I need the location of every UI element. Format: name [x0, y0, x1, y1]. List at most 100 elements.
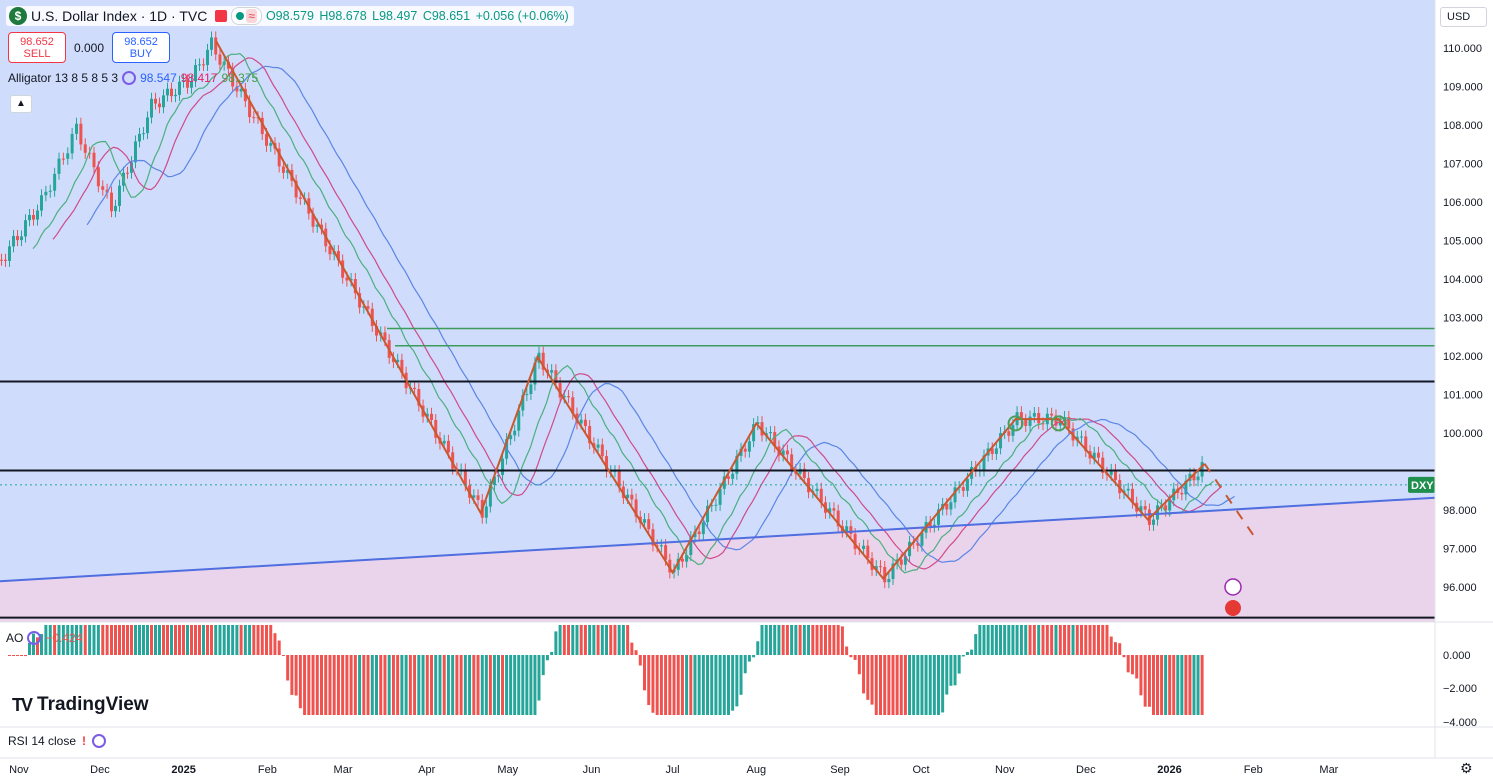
ao-bar: [592, 625, 596, 655]
candle-body: [668, 559, 672, 573]
candle-body: [214, 37, 218, 55]
candle-body: [383, 332, 387, 341]
ao-bar: [294, 655, 298, 696]
candle-body: [558, 383, 562, 398]
upper-zone-fill: [0, 0, 1435, 582]
wave-icon: ≈: [246, 9, 257, 23]
candle-body: [1058, 421, 1062, 426]
candle-body: [170, 88, 173, 97]
candle-body: [294, 180, 298, 198]
candle-body: [664, 545, 668, 560]
ao-bar: [122, 625, 125, 655]
ao-bar: [874, 655, 878, 715]
trade-buttons: 98.652 SELL 0.000 98.652 BUY: [8, 32, 171, 63]
flag-icon[interactable]: [215, 10, 228, 22]
candle-body: [472, 495, 476, 498]
ao-bar: [1188, 655, 1192, 715]
ao-bar: [496, 655, 500, 715]
ao-bar: [134, 625, 137, 655]
candle-body: [974, 466, 978, 471]
rsi-settings-icon[interactable]: [92, 734, 107, 748]
market-status-pill[interactable]: ≈: [231, 7, 262, 25]
time-tick: Nov: [995, 764, 1015, 776]
ao-bar: [545, 655, 549, 661]
ao-bar: [379, 655, 383, 715]
candle-body: [949, 502, 953, 510]
ohlc-change: +0.056 (+0.06%): [475, 9, 569, 23]
currency-selector[interactable]: USD: [1440, 7, 1487, 27]
candle-body: [513, 430, 517, 436]
candle-body: [965, 478, 969, 491]
ao-bar: [105, 625, 109, 655]
price-tick: 108.000: [1443, 120, 1483, 132]
candle-body: [134, 141, 137, 163]
collapse-legend-button[interactable]: ▲: [10, 95, 32, 113]
ao-bar: [828, 625, 832, 655]
ao-bar: [1003, 625, 1007, 655]
candle-body: [899, 559, 903, 565]
symbol-tag: [1408, 476, 1435, 493]
candle-body: [57, 158, 61, 174]
candle-body: [1180, 492, 1184, 495]
rsi-legend[interactable]: RSI 14 close !: [8, 734, 107, 748]
ao-bar: [1063, 625, 1067, 655]
ao-bar: [178, 625, 181, 655]
alligator-legend[interactable]: Alligator 13 8 5 8 5 3 98.547 98.417 98.…: [8, 71, 258, 85]
candle-body: [40, 195, 43, 211]
indicator-settings-icon[interactable]: [122, 71, 137, 85]
candle-body: [807, 478, 811, 493]
time-tick: Oct: [912, 764, 929, 776]
ao-bar: [961, 655, 965, 657]
sell-button[interactable]: 98.652 SELL: [8, 32, 66, 63]
ao-bar: [726, 655, 730, 715]
ao-bar: [908, 655, 912, 715]
ao-bar: [840, 626, 844, 655]
ao-bar: [815, 625, 819, 655]
candle-body: [521, 395, 525, 411]
price-tick: 107.000: [1443, 159, 1483, 171]
ao-bar: [210, 625, 213, 655]
candle-body: [781, 450, 785, 456]
candle-body: [685, 555, 689, 562]
ao-legend[interactable]: AO −0.424: [6, 631, 82, 645]
candle-body: [579, 419, 583, 424]
candle-body: [174, 94, 177, 97]
candle-body: [1143, 506, 1147, 510]
price-tick: 96.000: [1443, 582, 1477, 594]
ao-bar: [1092, 625, 1096, 655]
ohlc-low: L98.497: [372, 9, 418, 23]
ao-bar: [260, 625, 264, 655]
symbol-title[interactable]: U.S. Dollar Index · 1D · TVC: [31, 8, 208, 24]
ao-bar: [488, 655, 492, 715]
tradingview-logo[interactable]: TV TradingView: [12, 694, 149, 716]
ao-bar: [912, 655, 916, 715]
price-tick: 100.000: [1443, 428, 1483, 440]
ao-bar: [655, 655, 659, 715]
ao-bar: [1015, 625, 1019, 655]
candle-body: [353, 279, 357, 294]
ao-bar: [190, 625, 193, 655]
candle-body: [239, 88, 243, 92]
time-tick: Mar: [334, 764, 353, 776]
buy-button[interactable]: 98.652 BUY: [112, 32, 171, 63]
ao-settings-icon[interactable]: [27, 631, 42, 645]
candle-body: [190, 81, 193, 88]
candle-body: [1080, 436, 1084, 438]
ao-bar: [790, 625, 794, 655]
ao-bar: [182, 625, 185, 655]
ao-bar: [1058, 625, 1062, 655]
ao-bar: [605, 625, 609, 655]
ao-bar: [198, 625, 201, 655]
warning-icon[interactable]: !: [82, 734, 87, 748]
candle-body: [1109, 469, 1113, 475]
candle-body: [210, 37, 213, 50]
ao-bar: [1168, 655, 1172, 715]
buy-label: BUY: [129, 47, 153, 60]
candle-body: [887, 578, 891, 583]
gear-icon[interactable]: ⚙: [1460, 760, 1473, 776]
ao-bar: [794, 625, 798, 655]
ao-tick: 0.000: [1443, 650, 1471, 662]
ao-bar: [130, 625, 133, 655]
ao-bar: [162, 625, 165, 655]
